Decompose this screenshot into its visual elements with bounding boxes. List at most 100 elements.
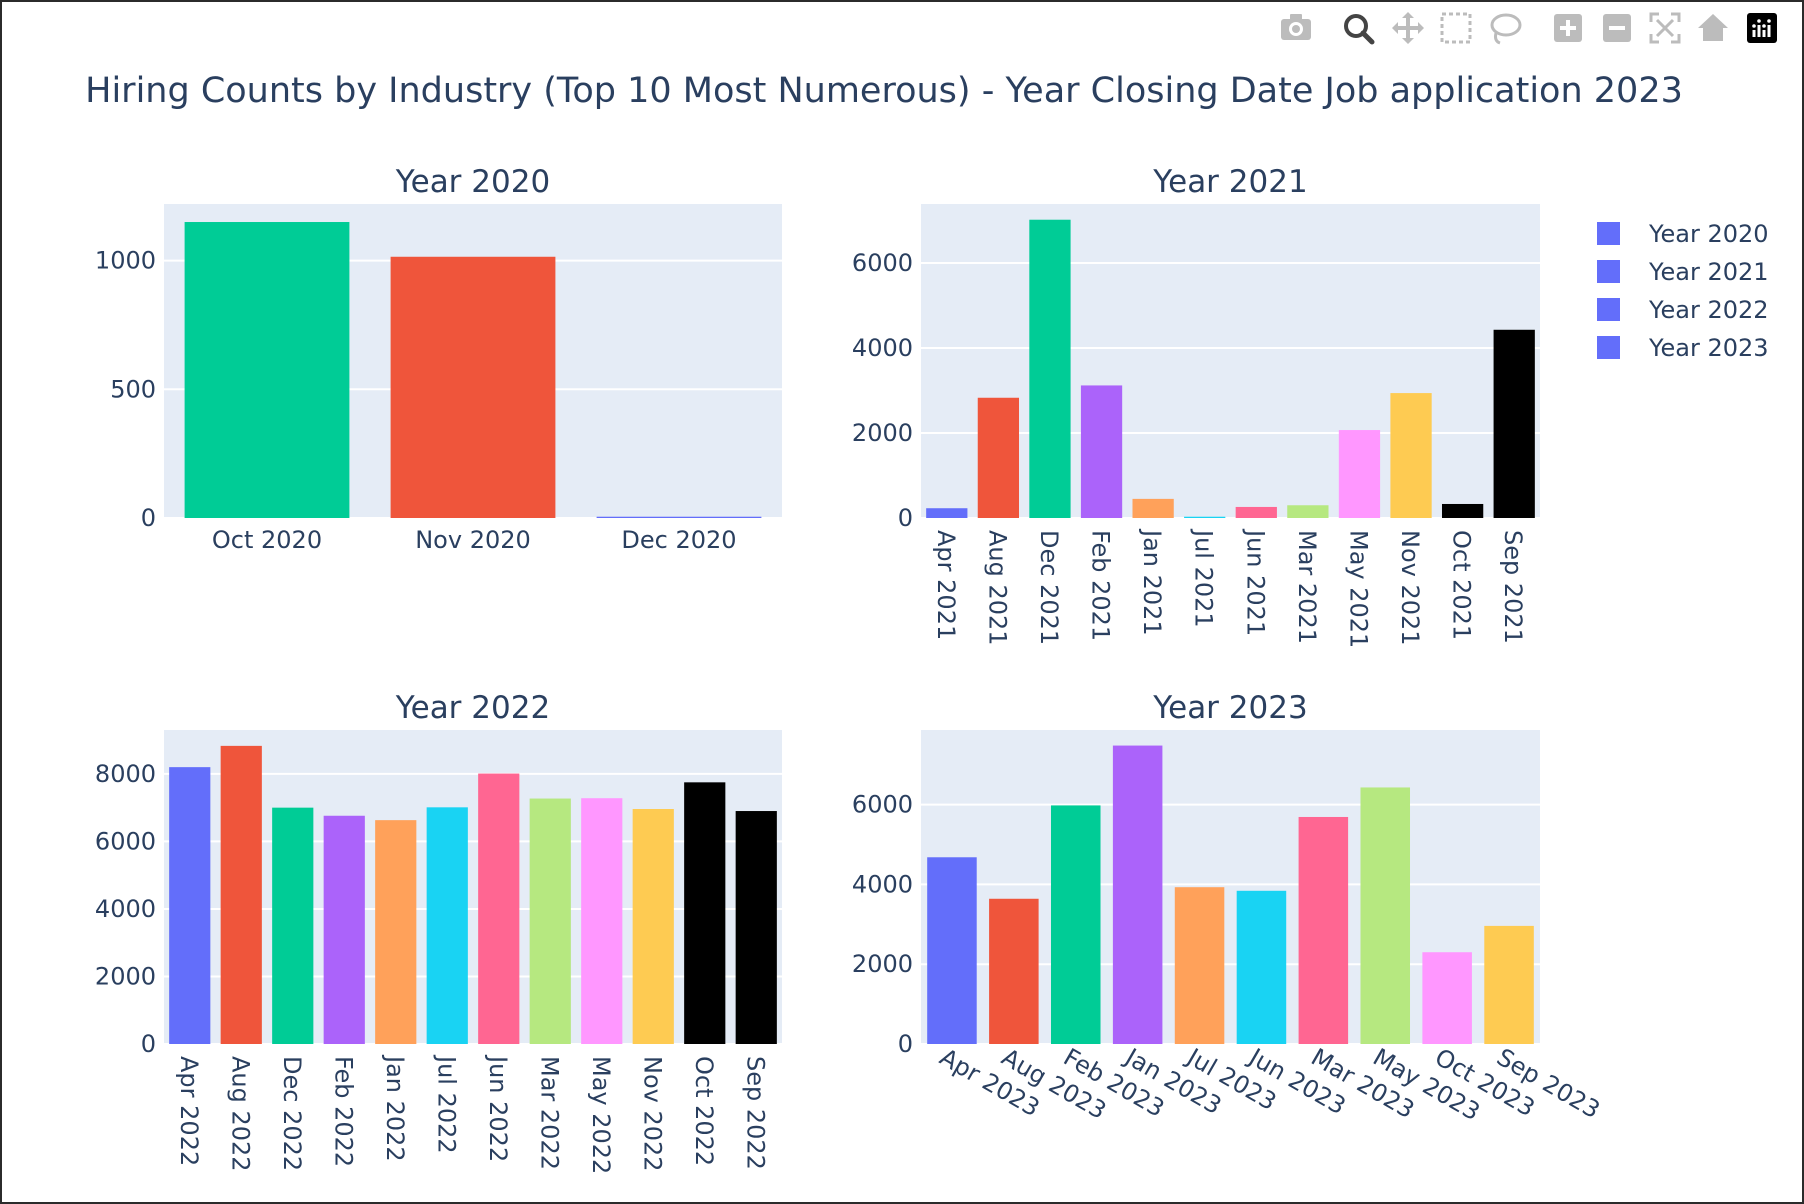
x-tick-label: May 2021: [1344, 530, 1372, 648]
plot-area[interactable]: [164, 730, 782, 1044]
subplot-2: 0 2000 4000 6000 Apr 2021 Aug 2021 Dec 2021 Feb…: [852, 164, 1540, 648]
y-tick-label: 0: [141, 1030, 156, 1058]
x-tick-label: Jun 2021: [1241, 528, 1269, 636]
bar-may-2022[interactable]: [581, 798, 623, 1044]
bar-nov-2021[interactable]: [1390, 393, 1432, 518]
legend-item[interactable]: Year 2021: [1597, 258, 1769, 286]
y-tick-label: 500: [110, 375, 156, 403]
bar-oct-2020[interactable]: [184, 222, 350, 518]
bar-aug-2022[interactable]: [220, 745, 262, 1044]
x-tick-label: Apr 2021: [932, 530, 960, 640]
subplot-title: Year 2022: [395, 690, 550, 726]
subplot-title: Year 2023: [1152, 690, 1307, 726]
bar-jul-2023[interactable]: [1174, 887, 1225, 1044]
y-tick-label: 4000: [95, 895, 156, 923]
y-tick-label: 4000: [852, 870, 913, 898]
legend-label: Year 2020: [1648, 220, 1769, 248]
bar-aug-2023[interactable]: [989, 898, 1039, 1044]
camera-icon[interactable]: Download plot as a png: [1281, 14, 1311, 40]
y-tick-label: 6000: [852, 791, 913, 819]
legend-swatch: [1597, 336, 1620, 359]
bar-oct-2021[interactable]: [1441, 503, 1484, 518]
bar-apr-2022[interactable]: [169, 767, 211, 1044]
x-tick-label: Oct 2020: [212, 526, 322, 554]
bar-apr-2021[interactable]: [926, 508, 968, 518]
bar-oct-2023[interactable]: [1422, 952, 1472, 1044]
x-tick-label: May 2022: [587, 1056, 615, 1174]
bar-jan-2021[interactable]: [1132, 498, 1174, 518]
bar-mar-2023[interactable]: [1298, 816, 1349, 1044]
legend-swatch: [1597, 222, 1620, 245]
subplot-3: 0 2000 4000 6000 8000 Apr 2022 Aug 2022 Dec 202…: [95, 690, 782, 1174]
reset-axes-icon[interactable]: Reset axes: [1698, 14, 1728, 41]
bar-feb-2023[interactable]: [1050, 805, 1101, 1044]
box-select-icon[interactable]: Box Select: [1440, 12, 1472, 44]
legend-swatch: [1597, 298, 1620, 321]
zoom-out-icon[interactable]: Zoom out: [1603, 14, 1631, 42]
legend-item[interactable]: Year 2022: [1597, 296, 1769, 324]
bar-mar-2022[interactable]: [529, 798, 571, 1044]
bar-nov-2020[interactable]: [390, 256, 556, 518]
x-tick-label: Jul 2021: [1190, 528, 1218, 628]
subplot-title: Year 2020: [395, 164, 550, 200]
subplots: 0 500 1000 Oct 2020 Nov 2020 Dec 2020 Year 202…: [95, 164, 1605, 1174]
bar-jun-2022[interactable]: [478, 773, 520, 1044]
legend-label: Year 2023: [1648, 334, 1769, 362]
x-tick-label: Apr 2022: [175, 1056, 203, 1166]
x-tick-label: Oct 2021: [1448, 530, 1476, 640]
bar-feb-2021[interactable]: [1080, 385, 1123, 518]
bar-sep-2022[interactable]: [735, 811, 777, 1044]
y-tick-label: 6000: [852, 249, 913, 277]
y-tick-label: 8000: [95, 760, 156, 788]
x-tick-label: Dec 2021: [1035, 530, 1063, 645]
subplot-title: Year 2021: [1152, 164, 1307, 200]
x-tick-label: Dec 2020: [621, 526, 736, 554]
y-tick-label: 2000: [852, 950, 913, 978]
bar-aug-2021[interactable]: [977, 397, 1020, 518]
bar-may-2021[interactable]: [1338, 430, 1381, 518]
zoom-icon[interactable]: Zoom: [1344, 14, 1375, 45]
y-tick-label: 2000: [95, 962, 156, 990]
x-tick-label: Jun 2022: [484, 1054, 512, 1162]
zoom-in-icon[interactable]: Zoom in: [1554, 14, 1582, 42]
bar-may-2023[interactable]: [1360, 787, 1411, 1044]
x-tick-label: Sep 2021: [1499, 530, 1527, 644]
x-tick-label: Oct 2022: [690, 1056, 718, 1166]
autoscale-icon[interactable]: Autoscale: [1649, 12, 1681, 44]
bar-jul-2021[interactable]: [1184, 516, 1226, 518]
legend-item[interactable]: Year 2023: [1597, 334, 1769, 362]
bar-sep-2021[interactable]: [1493, 329, 1535, 518]
plot-area[interactable]: [921, 204, 1540, 518]
x-tick-label: Nov 2020: [415, 526, 531, 554]
bar-jan-2023[interactable]: [1112, 745, 1163, 1044]
bar-sep-2023[interactable]: [1484, 925, 1534, 1044]
bar-dec-2022[interactable]: [272, 807, 314, 1044]
x-tick-label: Sep 2022: [741, 1056, 769, 1170]
y-tick-label: 6000: [95, 827, 156, 855]
bar-jun-2023[interactable]: [1236, 890, 1287, 1044]
bar-dec-2021[interactable]: [1029, 219, 1071, 518]
pan-icon[interactable]: Pan: [1392, 12, 1424, 44]
y-tick-label: 1000: [95, 247, 156, 275]
bar-mar-2021[interactable]: [1287, 505, 1329, 518]
bar-apr-2023[interactable]: [927, 857, 977, 1044]
x-tick-label: Jan 2022: [381, 1054, 409, 1162]
bar-feb-2022[interactable]: [323, 815, 365, 1044]
legend-label: Year 2021: [1648, 258, 1769, 286]
bar-jun-2021[interactable]: [1235, 506, 1277, 518]
bar-jul-2022[interactable]: [426, 807, 468, 1044]
subplot-1: 0 500 1000 Oct 2020 Nov 2020 Dec 2020 Year 202…: [95, 164, 782, 554]
bar-dec-2020[interactable]: [596, 516, 762, 518]
plotly-logo-icon[interactable]: Produced with Plotly: [1747, 13, 1777, 43]
y-tick-label: 0: [898, 1030, 913, 1058]
bar-nov-2022[interactable]: [632, 809, 674, 1044]
lasso-select-icon[interactable]: Lasso Select: [1490, 13, 1522, 45]
bar-oct-2022[interactable]: [684, 782, 726, 1044]
bar-jan-2022[interactable]: [375, 820, 417, 1044]
legend: Year 2020 Year 2021 Year 2022 Year 2023: [1597, 220, 1769, 362]
legend-item[interactable]: Year 2020: [1597, 220, 1769, 248]
x-tick-label: Aug 2021: [983, 530, 1011, 646]
x-tick-label: Feb 2021: [1087, 530, 1115, 641]
